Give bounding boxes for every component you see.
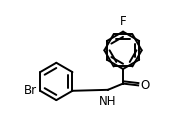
- Text: Br: Br: [24, 84, 37, 97]
- Text: NH: NH: [99, 95, 117, 108]
- Text: F: F: [120, 15, 126, 28]
- Text: O: O: [140, 79, 149, 92]
